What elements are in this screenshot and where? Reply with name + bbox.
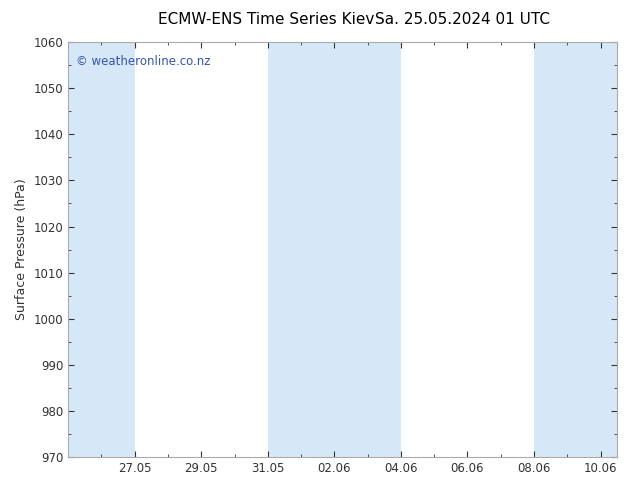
Bar: [268, 42, 401, 457]
Text: © weatheronline.co.nz: © weatheronline.co.nz: [77, 54, 211, 68]
Text: Sa. 25.05.2024 01 UTC: Sa. 25.05.2024 01 UTC: [375, 12, 550, 27]
Text: ECMW-ENS Time Series Kiev: ECMW-ENS Time Series Kiev: [158, 12, 375, 27]
Y-axis label: Surface Pressure (hPa): Surface Pressure (hPa): [15, 179, 28, 320]
Bar: [68, 42, 134, 457]
Bar: [534, 42, 617, 457]
